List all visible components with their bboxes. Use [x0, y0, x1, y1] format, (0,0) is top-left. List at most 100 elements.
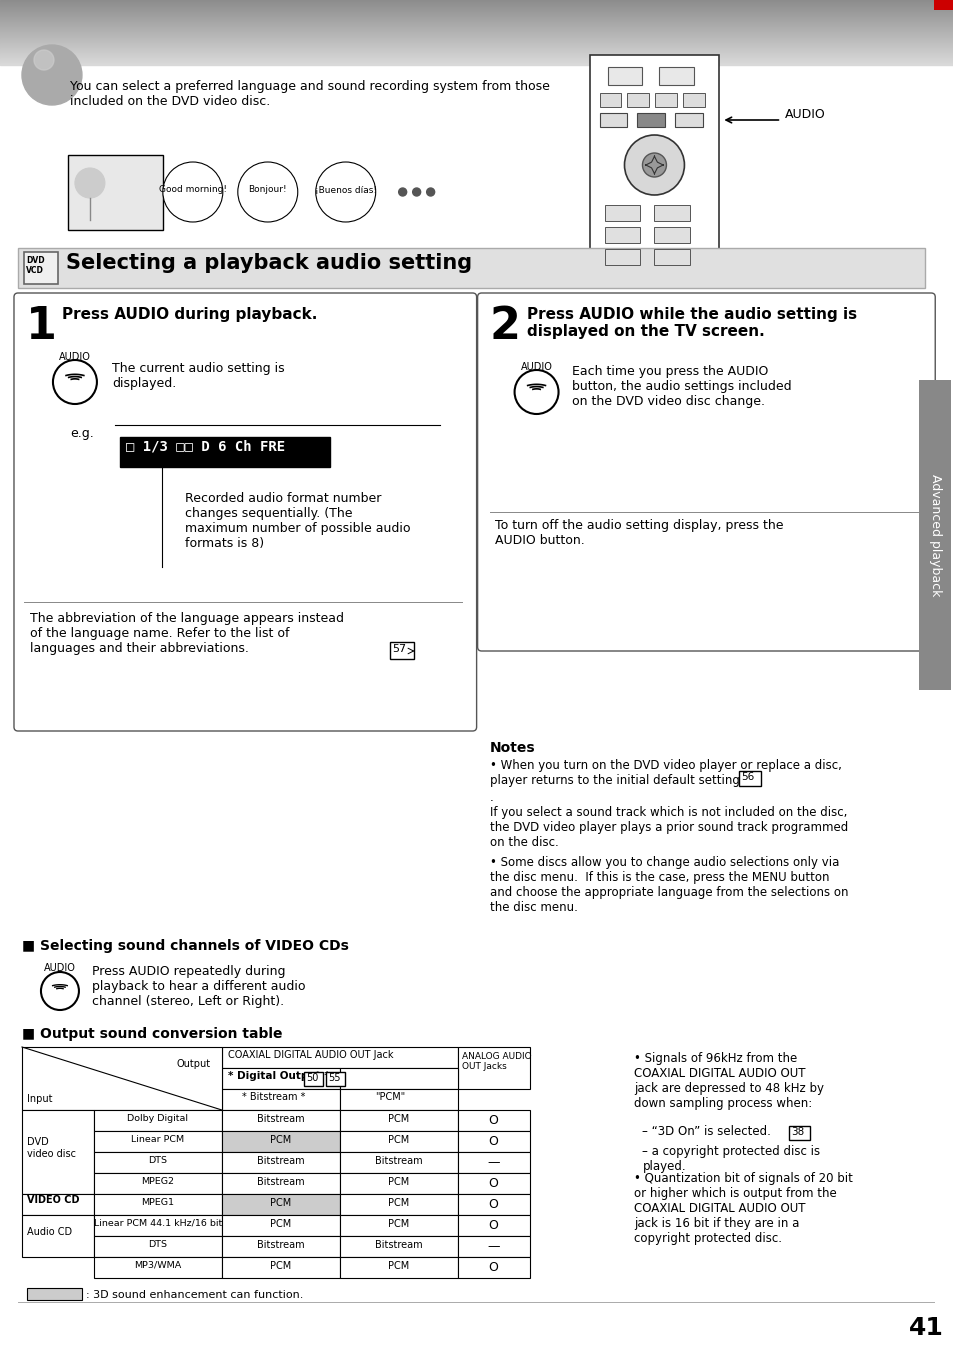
Text: DTS: DTS	[149, 1240, 167, 1250]
Bar	[457, 1109, 529, 1131]
Bar	[389, 642, 414, 659]
Bar	[457, 1194, 529, 1215]
Text: ANALOG AUDIO
OUT Jacks: ANALOG AUDIO OUT Jacks	[461, 1051, 531, 1072]
Text: AUDIO: AUDIO	[59, 352, 91, 363]
Text: —: —	[487, 1157, 499, 1169]
Bar	[604, 226, 639, 243]
Text: Dolby Digital: Dolby Digital	[128, 1113, 188, 1123]
Bar	[457, 1236, 529, 1256]
Text: PCM: PCM	[270, 1219, 291, 1229]
Circle shape	[34, 50, 54, 70]
Bar	[339, 1194, 457, 1215]
Bar	[222, 1153, 339, 1173]
Bar	[339, 1153, 457, 1173]
Text: 2: 2	[489, 305, 520, 348]
Bar	[93, 1215, 222, 1236]
Circle shape	[237, 162, 297, 222]
Text: Press AUDIO during playback.: Press AUDIO during playback.	[62, 307, 317, 322]
Bar	[93, 1109, 222, 1131]
Text: Bonjour!: Bonjour!	[248, 186, 287, 194]
Circle shape	[315, 162, 375, 222]
Bar	[457, 1173, 529, 1194]
Bar	[93, 1256, 222, 1278]
Bar	[93, 1131, 222, 1153]
Text: AUDIO: AUDIO	[44, 962, 76, 973]
Text: The abbreviation of the language appears instead
of the language name. Refer to : The abbreviation of the language appears…	[30, 612, 344, 655]
Text: 56: 56	[740, 772, 754, 782]
Bar	[22, 1047, 222, 1109]
Text: Selecting a playback audio setting: Selecting a playback audio setting	[66, 253, 472, 274]
Text: You can select a preferred language and sound recording system from those
includ: You can select a preferred language and …	[70, 80, 549, 108]
Bar	[457, 1256, 529, 1278]
Text: O: O	[488, 1135, 498, 1148]
Text: "PCM": "PCM"	[375, 1092, 404, 1103]
Text: VIDEO CD: VIDEO CD	[27, 1194, 79, 1205]
Text: .
If you select a sound track which is not included on the disc,
the DVD video p: . If you select a sound track which is n…	[489, 791, 847, 849]
Circle shape	[641, 154, 666, 177]
Text: PCM: PCM	[270, 1135, 291, 1144]
Text: Bitstream: Bitstream	[256, 1240, 304, 1250]
Text: Bitstream: Bitstream	[256, 1177, 304, 1188]
Text: • Quantization bit of signals of 20 bit
or higher which is output from the
COAXI: • Quantization bit of signals of 20 bit …	[634, 1171, 853, 1246]
Text: Input: Input	[27, 1095, 52, 1104]
Bar	[598, 113, 627, 127]
Circle shape	[163, 162, 223, 222]
Bar	[325, 1072, 344, 1086]
Text: 1: 1	[26, 305, 57, 348]
Bar	[589, 55, 719, 275]
Text: • Signals of 96kHz from the
COAXIAL DIGITAL AUDIO OUT
jack are depressed to 48 k: • Signals of 96kHz from the COAXIAL DIGI…	[634, 1051, 823, 1109]
Text: Advanced playback: Advanced playback	[928, 473, 941, 596]
FancyBboxPatch shape	[477, 293, 934, 651]
Text: e.g.: e.g.	[70, 427, 93, 439]
Text: O: O	[488, 1198, 498, 1211]
Text: * Bitstream *: * Bitstream *	[241, 1092, 305, 1103]
Text: 50: 50	[305, 1073, 317, 1082]
Circle shape	[398, 187, 406, 195]
Text: Output: Output	[176, 1060, 211, 1069]
Bar	[788, 1126, 809, 1140]
Bar	[222, 1131, 339, 1153]
Text: MP3/WMA: MP3/WMA	[134, 1260, 181, 1270]
Circle shape	[426, 187, 435, 195]
Text: Bitstream: Bitstream	[375, 1157, 422, 1166]
Text: * Digital Output *: * Digital Output *	[228, 1072, 329, 1081]
Text: VCD: VCD	[26, 266, 44, 275]
Text: ¡Buenos días!: ¡Buenos días!	[314, 186, 376, 194]
Text: MPEG1: MPEG1	[141, 1198, 174, 1206]
Text: Linear PCM 44.1 kHz/16 bit: Linear PCM 44.1 kHz/16 bit	[93, 1219, 222, 1228]
Circle shape	[514, 369, 558, 414]
Text: AUDIO: AUDIO	[784, 108, 825, 121]
Text: Each time you press the AUDIO
button, the audio settings included
on the DVD vid: Each time you press the AUDIO button, th…	[571, 365, 790, 408]
Bar	[27, 1287, 82, 1299]
Text: O: O	[488, 1260, 498, 1274]
Text: Press AUDIO while the audio setting is
displayed on the TV screen.: Press AUDIO while the audio setting is d…	[526, 307, 856, 340]
Text: PCM: PCM	[388, 1135, 409, 1144]
Bar	[222, 1173, 339, 1194]
Bar	[18, 248, 924, 288]
Text: PCM: PCM	[388, 1113, 409, 1124]
Text: The current audio setting is
displayed.: The current audio setting is displayed.	[112, 363, 284, 390]
Bar	[222, 1236, 339, 1256]
FancyBboxPatch shape	[14, 293, 476, 731]
Bar	[222, 1256, 339, 1278]
Text: DVD: DVD	[26, 256, 45, 266]
Text: Linear PCM: Linear PCM	[132, 1135, 184, 1144]
Bar	[93, 1236, 222, 1256]
Bar	[222, 1047, 457, 1068]
Text: O: O	[488, 1177, 498, 1190]
Text: Audio CD: Audio CD	[27, 1227, 72, 1237]
Bar	[654, 226, 690, 243]
Bar	[654, 205, 690, 221]
Bar	[682, 93, 704, 106]
Text: Good morning!: Good morning!	[159, 186, 227, 194]
Text: Bitstream: Bitstream	[256, 1113, 304, 1124]
Bar	[457, 1131, 529, 1153]
Text: – a copyright protected disc is
played.: – a copyright protected disc is played.	[641, 1144, 820, 1173]
Text: PCM: PCM	[388, 1260, 409, 1271]
Bar	[22, 1194, 93, 1215]
Text: – “3D On” is selected.: – “3D On” is selected.	[641, 1126, 771, 1138]
Text: 38: 38	[791, 1127, 803, 1136]
Bar	[68, 155, 163, 231]
Text: Recorded audio format number
changes sequentially. (The
maximum number of possib: Recorded audio format number changes seq…	[185, 492, 410, 550]
Text: —: —	[487, 1240, 499, 1254]
